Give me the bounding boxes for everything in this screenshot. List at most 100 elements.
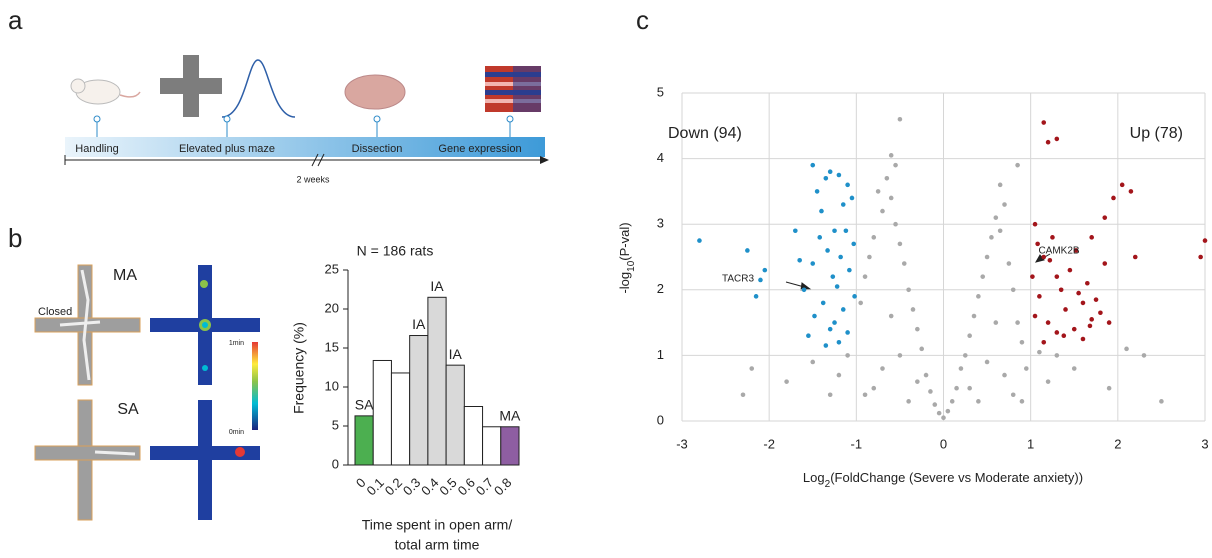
point bbox=[1132, 254, 1138, 260]
point bbox=[893, 162, 898, 168]
point bbox=[871, 385, 877, 391]
point bbox=[797, 257, 802, 263]
axis-title-sub: 10 bbox=[626, 260, 637, 272]
point bbox=[875, 189, 881, 194]
point bbox=[976, 399, 981, 404]
point bbox=[1006, 261, 1012, 266]
point bbox=[932, 402, 938, 407]
point bbox=[762, 267, 768, 273]
point bbox=[806, 333, 811, 339]
axis-title-part: -log bbox=[617, 272, 632, 294]
point bbox=[906, 287, 911, 293]
point bbox=[814, 189, 820, 194]
point bbox=[862, 392, 868, 398]
maze-label: MA bbox=[113, 267, 137, 284]
point bbox=[832, 320, 837, 325]
panel-label: b bbox=[8, 223, 22, 253]
x-tick-label: 0 bbox=[940, 436, 947, 451]
point bbox=[836, 372, 842, 378]
point bbox=[928, 389, 933, 394]
point bbox=[1058, 287, 1064, 293]
annotation: CAMK2B bbox=[1038, 246, 1079, 257]
timeline-step: Handling bbox=[75, 143, 118, 155]
point bbox=[1010, 287, 1016, 293]
point bbox=[847, 267, 852, 273]
point bbox=[832, 228, 837, 234]
bar-label: MA bbox=[499, 407, 521, 423]
point bbox=[1080, 336, 1086, 342]
point bbox=[958, 366, 964, 371]
point bbox=[1128, 189, 1134, 194]
bar bbox=[372, 359, 392, 466]
point bbox=[915, 326, 920, 332]
point bbox=[888, 153, 894, 158]
annotation-arrows bbox=[785, 253, 1051, 291]
point bbox=[897, 353, 903, 358]
maze-label: Closed bbox=[38, 306, 72, 318]
point bbox=[840, 202, 846, 207]
bar bbox=[482, 426, 502, 466]
point bbox=[836, 172, 842, 178]
y-tick-label: 1 bbox=[657, 347, 664, 362]
point bbox=[827, 169, 833, 175]
panel-label: a bbox=[8, 5, 23, 35]
point bbox=[825, 248, 830, 253]
y-tick-label: 15 bbox=[325, 339, 339, 354]
point bbox=[984, 359, 990, 365]
bar bbox=[427, 296, 447, 466]
y-tick-label: 0 bbox=[657, 412, 664, 427]
point bbox=[923, 372, 929, 378]
point bbox=[845, 182, 850, 188]
point bbox=[993, 215, 999, 220]
timeline-bar bbox=[65, 137, 545, 157]
point bbox=[941, 415, 946, 421]
point bbox=[810, 359, 816, 365]
point bbox=[1037, 349, 1042, 355]
point bbox=[1159, 399, 1164, 404]
y-tick-label: 4 bbox=[657, 150, 664, 165]
point bbox=[753, 294, 759, 299]
maze-images bbox=[34, 264, 260, 521]
point bbox=[1098, 310, 1103, 316]
y-tick-label: 10 bbox=[325, 378, 339, 393]
point bbox=[843, 228, 849, 234]
point bbox=[967, 385, 972, 391]
point bbox=[838, 254, 843, 260]
point bbox=[793, 228, 798, 234]
point bbox=[1119, 182, 1125, 188]
point bbox=[897, 241, 903, 247]
point bbox=[1089, 235, 1094, 240]
point bbox=[910, 307, 916, 312]
point bbox=[820, 300, 826, 306]
point bbox=[893, 221, 898, 227]
point bbox=[852, 294, 857, 299]
point bbox=[1111, 195, 1116, 201]
point bbox=[989, 235, 994, 240]
point bbox=[884, 175, 890, 181]
point bbox=[1054, 136, 1060, 142]
point bbox=[1045, 139, 1051, 145]
point bbox=[1041, 339, 1047, 345]
chart-title: N = 186 rats bbox=[357, 243, 434, 259]
timeline-break bbox=[311, 153, 325, 167]
x-tick-label: 0.8 bbox=[491, 475, 514, 498]
x-tick-label: 1 bbox=[1027, 436, 1034, 451]
point bbox=[1032, 221, 1038, 227]
point bbox=[949, 399, 955, 404]
point bbox=[849, 195, 855, 201]
bar bbox=[354, 415, 374, 466]
point bbox=[1015, 320, 1020, 325]
point bbox=[749, 366, 755, 371]
axis-title-part: (FoldChange (Severe vs Moderate anxiety)… bbox=[830, 470, 1083, 485]
point bbox=[888, 195, 894, 201]
point bbox=[840, 307, 846, 312]
point bbox=[1030, 274, 1035, 279]
bar bbox=[409, 335, 429, 466]
axis-title-part: Log bbox=[803, 470, 825, 485]
bar-label: SA bbox=[355, 397, 374, 413]
point bbox=[1019, 339, 1025, 345]
point bbox=[823, 175, 829, 181]
point bbox=[1061, 333, 1067, 339]
